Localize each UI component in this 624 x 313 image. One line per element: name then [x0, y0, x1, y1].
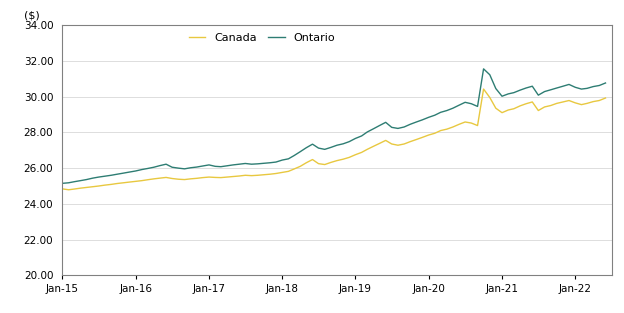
Legend: Canada, Ontario: Canada, Ontario: [189, 33, 335, 43]
Text: ($): ($): [24, 10, 40, 20]
Line: Canada: Canada: [62, 89, 605, 190]
Line: Ontario: Ontario: [62, 69, 605, 183]
